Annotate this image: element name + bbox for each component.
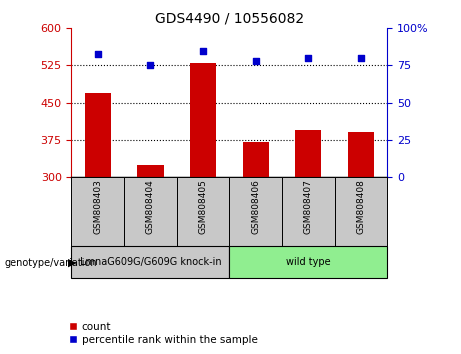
Text: GSM808405: GSM808405 [199, 179, 207, 234]
Bar [190, 63, 216, 177]
Bar [71, 246, 229, 278]
Bar [137, 165, 164, 177]
Point [147, 63, 154, 68]
Text: GSM808404: GSM808404 [146, 179, 155, 234]
Text: ▶: ▶ [68, 258, 77, 268]
Text: GSM808403: GSM808403 [93, 179, 102, 234]
Bar [242, 142, 269, 177]
Bar [295, 130, 321, 177]
Text: genotype/variation: genotype/variation [5, 258, 97, 268]
Bar [85, 93, 111, 177]
Title: GDS4490 / 10556082: GDS4490 / 10556082 [155, 12, 304, 26]
Text: wild type: wild type [286, 257, 331, 267]
Point [252, 58, 260, 64]
Text: LmnaG609G/G609G knock-in: LmnaG609G/G609G knock-in [80, 257, 221, 267]
Text: GSM808408: GSM808408 [356, 179, 366, 234]
Bar [282, 177, 335, 246]
Bar [71, 177, 124, 246]
Point [94, 51, 101, 56]
Point [305, 55, 312, 61]
Text: GSM808407: GSM808407 [304, 179, 313, 234]
Bar [229, 246, 387, 278]
Text: GSM808406: GSM808406 [251, 179, 260, 234]
Point [357, 55, 365, 61]
Legend: count, percentile rank within the sample: count, percentile rank within the sample [65, 317, 262, 349]
Point [199, 48, 207, 53]
Bar [177, 177, 229, 246]
Bar [335, 177, 387, 246]
Bar [229, 177, 282, 246]
Bar [348, 132, 374, 177]
Bar [124, 177, 177, 246]
